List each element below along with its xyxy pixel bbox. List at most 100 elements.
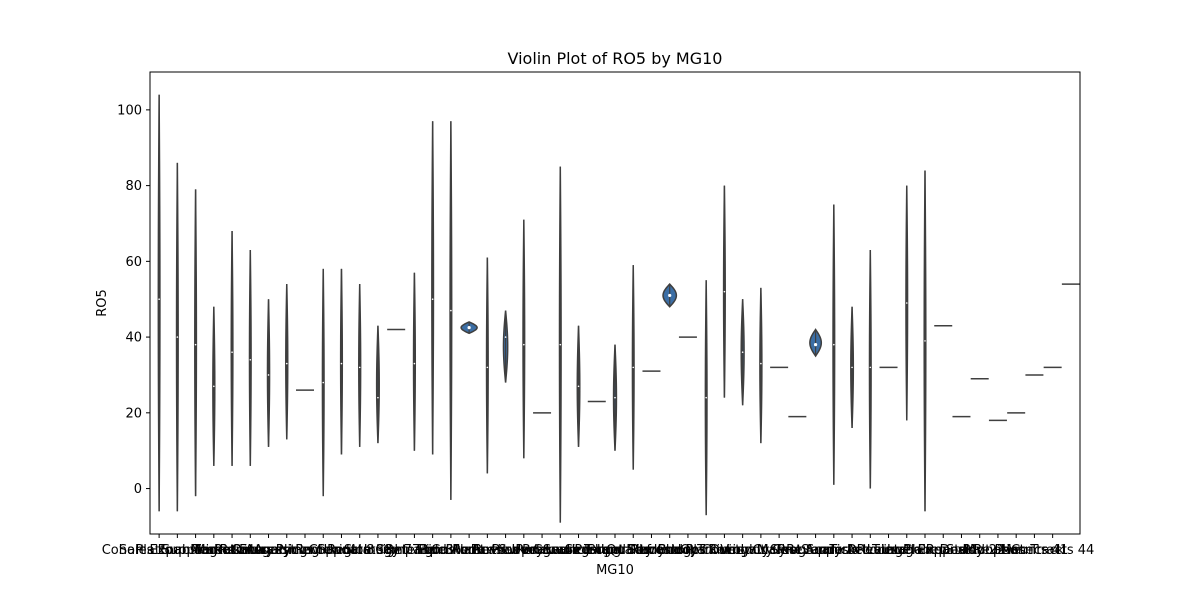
- x-tick-label: Segment Study: [565, 543, 665, 558]
- x-tick-label: Category Review: [232, 543, 342, 558]
- violin: [722, 185, 726, 398]
- violin-median: [231, 351, 233, 354]
- violin: [375, 325, 380, 444]
- violin: [212, 306, 216, 466]
- x-tick-label: Usage Report: [881, 543, 969, 558]
- x-tick-label: Renewal Push: [515, 543, 605, 558]
- x-tick-label: Channel 8: [309, 543, 375, 558]
- violin: [412, 272, 417, 451]
- violin: [631, 265, 635, 470]
- violin: [868, 249, 872, 489]
- violin-median: [158, 298, 160, 301]
- x-tick-label: Strategy 7: [344, 543, 412, 558]
- violin-median: [577, 385, 580, 388]
- x-tick-label: Revenue Drive: [786, 543, 881, 558]
- y-tick-label: 100: [117, 103, 142, 118]
- violin: [157, 94, 161, 512]
- x-tick-label: Risk Assessment: [214, 543, 323, 558]
- x-tick-label: Growth Target: [533, 543, 624, 558]
- violin: [485, 257, 489, 474]
- x-tick-label: Team Onboarding: [192, 543, 308, 558]
- violin-median: [632, 366, 635, 369]
- violin-median: [176, 336, 179, 338]
- x-tick-label: Ticket Triage: [828, 543, 911, 558]
- x-tick-label: Campaign 3: [375, 543, 453, 558]
- violin-median: [869, 366, 872, 369]
- violin-median: [340, 362, 343, 365]
- violin-median: [705, 396, 707, 399]
- violin: [449, 121, 453, 500]
- x-tick-label: Analytics Sprint: [254, 543, 356, 558]
- violin: [612, 344, 618, 451]
- violin-median: [358, 366, 361, 369]
- x-tick-label: Brand Refresh: [587, 543, 679, 558]
- y-axis-label: RO5: [95, 289, 110, 317]
- violin-median: [523, 343, 525, 346]
- x-tick-label: Forecast Update: [452, 543, 558, 558]
- x-tick-label: Field Audit: [417, 543, 485, 558]
- violin-median: [668, 293, 672, 298]
- x-tick-label: Adoption Track: [968, 543, 1065, 558]
- x-tick-label: Platform Migration: [135, 543, 255, 558]
- violin-median: [851, 366, 853, 369]
- violin: [576, 325, 581, 447]
- violin: [923, 170, 927, 512]
- x-tick-label: Product Launch: [492, 543, 593, 558]
- x-tick-label: Demand Plan: [626, 543, 713, 558]
- violin: [558, 166, 562, 523]
- violin-median: [760, 362, 762, 365]
- x-tick-label: Training Cycle: [696, 543, 788, 558]
- x-tick-label: Support Review: [801, 543, 903, 558]
- x-tick-label: Quality Check: [606, 543, 697, 558]
- violin: [832, 204, 836, 485]
- x-tick-label: Market Scan: [757, 543, 837, 558]
- x-tick-label: Cost Analysis: [772, 543, 859, 558]
- y-tick-label: 60: [125, 255, 142, 270]
- y-ticks-layer: 0 20 40 60 80 100: [117, 103, 150, 497]
- x-tick-label: Vendor Sync: [720, 543, 801, 558]
- violin-median: [249, 359, 252, 361]
- violin-median: [450, 309, 452, 312]
- x-tick-label: Loyalty Program: [726, 543, 832, 558]
- violin-median: [813, 343, 818, 347]
- violin-median: [467, 326, 471, 330]
- violin-median: [741, 351, 744, 354]
- x-tick-label: Partner Program: [471, 543, 577, 558]
- x-tick-label: Sales Enablement: [119, 543, 236, 558]
- violin: [704, 280, 708, 516]
- x-tick-label: Churn Study: [903, 543, 984, 558]
- violin-median: [614, 396, 616, 399]
- y-tick-label: 0: [134, 482, 142, 497]
- y-tick-label: 80: [125, 179, 142, 194]
- violin: [248, 249, 252, 466]
- violin: [460, 321, 478, 335]
- violin: [358, 284, 362, 447]
- violin: [759, 287, 763, 444]
- violin-median: [213, 385, 215, 388]
- violin-median: [905, 302, 908, 304]
- y-tick-label: 20: [125, 406, 142, 421]
- violin-median: [504, 336, 507, 338]
- x-tick-label: Pilot Phase: [963, 543, 1034, 558]
- x-tick-label: Ops Overhaul: [680, 543, 769, 558]
- x-tick-label: Service Upgrade: [543, 543, 651, 558]
- violin: [522, 219, 526, 459]
- violin: [850, 306, 855, 428]
- violin: [321, 268, 325, 497]
- violin: [502, 310, 509, 383]
- violin-median: [267, 374, 270, 376]
- violin: [431, 121, 435, 455]
- violin: [194, 189, 198, 497]
- violin-median: [413, 362, 416, 365]
- x-tick-label: Pipeline Review: [418, 543, 520, 558]
- violin-median: [285, 362, 288, 365]
- violin: [809, 328, 823, 358]
- violin: [230, 231, 234, 466]
- chart-title: Violin Plot of RO5 by MG10: [508, 49, 723, 68]
- x-tick-label: Customer Survey: [431, 543, 544, 558]
- x-axis-label: MG10: [596, 563, 634, 578]
- violin-median: [924, 340, 926, 342]
- violin: [266, 299, 271, 447]
